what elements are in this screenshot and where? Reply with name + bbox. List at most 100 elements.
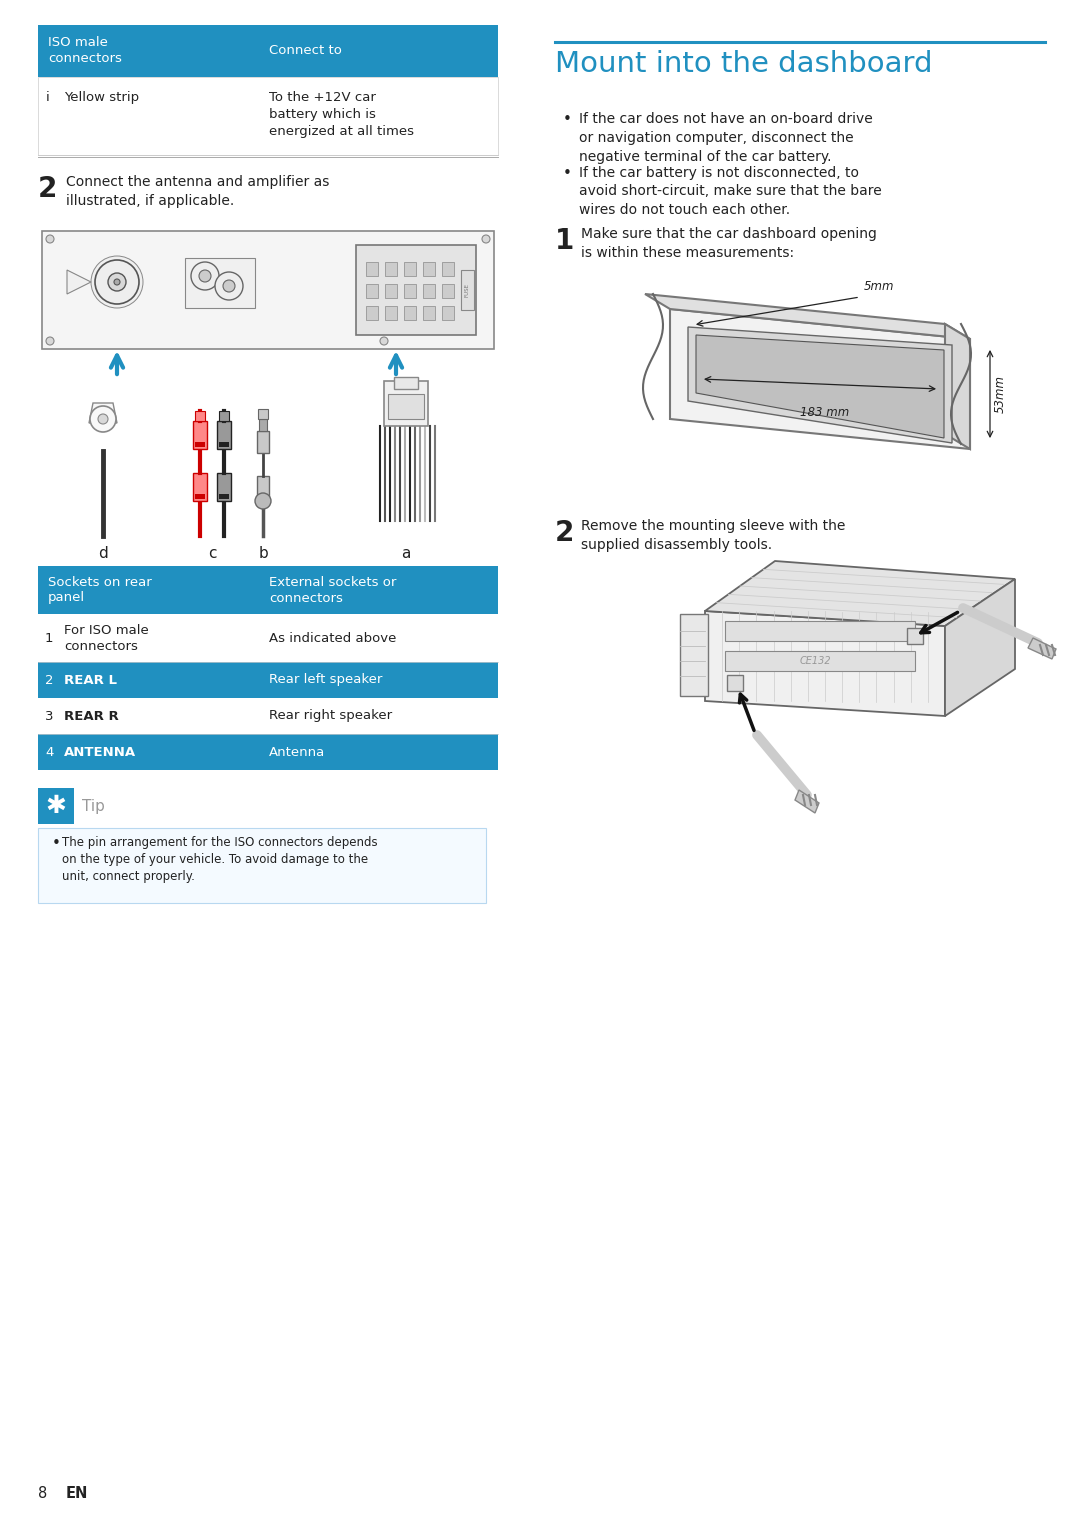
Text: 1: 1 [555, 228, 575, 255]
Text: Tip: Tip [82, 799, 105, 814]
Bar [38, 788, 75, 825]
Bar [38, 698, 498, 734]
Text: Make sure that the car dashboard opening
is within these measurements:: Make sure that the car dashboard opening… [581, 228, 877, 260]
Text: Antenna: Antenna [269, 745, 325, 759]
Text: Connect to: Connect to [269, 44, 341, 58]
Bar [195, 441, 205, 447]
Text: Connect the antenna and amplifier as
illustrated, if applicable.: Connect the antenna and amplifier as ill… [66, 176, 329, 209]
Bar [442, 284, 454, 298]
Text: ✱: ✱ [45, 794, 67, 818]
Polygon shape [945, 324, 970, 449]
Polygon shape [795, 789, 819, 812]
Text: CE132: CE132 [799, 657, 831, 666]
Circle shape [380, 337, 388, 345]
Polygon shape [696, 334, 944, 438]
Circle shape [255, 493, 271, 508]
Text: EN: EN [66, 1486, 89, 1501]
Bar [38, 663, 498, 698]
Bar [38, 734, 498, 770]
Polygon shape [688, 327, 951, 443]
Text: Sockets on rear
panel: Sockets on rear panel [48, 576, 152, 605]
Text: The pin arrangement for the ISO connectors depends
on the type of your vehicle. : The pin arrangement for the ISO connecto… [62, 835, 378, 883]
Circle shape [98, 414, 108, 425]
Circle shape [46, 337, 54, 345]
Text: 8: 8 [38, 1486, 48, 1501]
Circle shape [95, 260, 139, 304]
Bar [423, 305, 435, 321]
Bar [461, 270, 474, 310]
Bar [38, 24, 498, 76]
Text: c: c [207, 547, 216, 560]
Text: REAR L: REAR L [64, 673, 117, 687]
Text: Mount into the dashboard: Mount into the dashboard [555, 50, 932, 78]
Bar [442, 263, 454, 276]
Text: ANTENNA: ANTENNA [64, 745, 136, 759]
Bar [727, 675, 743, 692]
Bar [259, 418, 267, 431]
Polygon shape [670, 308, 970, 449]
Bar [384, 382, 428, 426]
Polygon shape [945, 579, 1015, 716]
Bar [195, 495, 205, 499]
Text: External sockets or
connectors: External sockets or connectors [269, 576, 396, 605]
Bar [219, 441, 229, 447]
Text: d: d [98, 547, 108, 560]
Text: 2: 2 [38, 176, 57, 203]
Bar [680, 614, 708, 696]
Bar [219, 411, 229, 421]
Bar [257, 431, 269, 454]
Bar [404, 263, 416, 276]
Text: a: a [402, 547, 410, 560]
Bar [38, 828, 486, 902]
Bar [258, 409, 268, 418]
Circle shape [91, 257, 143, 308]
Bar [725, 621, 915, 641]
Circle shape [114, 279, 120, 286]
Text: Yellow strip: Yellow strip [64, 92, 139, 104]
Bar [404, 305, 416, 321]
Text: Rear right speaker: Rear right speaker [269, 710, 392, 722]
Text: To the +12V car
battery which is
energized at all times: To the +12V car battery which is energiz… [269, 92, 414, 137]
Bar [356, 244, 476, 334]
Bar [195, 411, 205, 421]
Bar [384, 284, 397, 298]
Text: 1: 1 [45, 632, 54, 644]
Bar [366, 305, 378, 321]
Bar [384, 305, 397, 321]
Text: 5mm: 5mm [864, 279, 894, 293]
Bar [217, 421, 231, 449]
Bar [907, 628, 923, 644]
Text: •: • [52, 835, 60, 851]
Circle shape [108, 273, 126, 292]
Polygon shape [705, 611, 945, 716]
Circle shape [222, 279, 235, 292]
Text: If the car does not have an on-board drive
or navigation computer, disconnect th: If the car does not have an on-board dri… [579, 111, 873, 163]
Polygon shape [705, 560, 1015, 626]
Bar [388, 394, 424, 418]
Text: Rear left speaker: Rear left speaker [269, 673, 382, 687]
Text: 183 mm: 183 mm [800, 406, 850, 418]
Bar [185, 258, 255, 308]
Text: 2: 2 [45, 673, 54, 687]
Bar [423, 284, 435, 298]
Text: 3: 3 [45, 710, 54, 722]
Polygon shape [67, 270, 91, 295]
Polygon shape [645, 295, 970, 339]
Text: i: i [46, 92, 50, 104]
Bar [193, 421, 207, 449]
Text: 4: 4 [45, 745, 53, 759]
Bar [442, 305, 454, 321]
Text: REAR R: REAR R [64, 710, 119, 722]
Bar [404, 284, 416, 298]
Bar [217, 473, 231, 501]
Bar [219, 495, 229, 499]
Text: If the car battery is not disconnected, to
avoid short-circuit, make sure that t: If the car battery is not disconnected, … [579, 165, 881, 217]
Bar [366, 284, 378, 298]
Bar [193, 473, 207, 501]
Circle shape [90, 406, 116, 432]
Bar [366, 263, 378, 276]
Circle shape [199, 270, 211, 282]
Text: b: b [258, 547, 268, 560]
Bar [42, 231, 494, 350]
Bar [384, 263, 397, 276]
